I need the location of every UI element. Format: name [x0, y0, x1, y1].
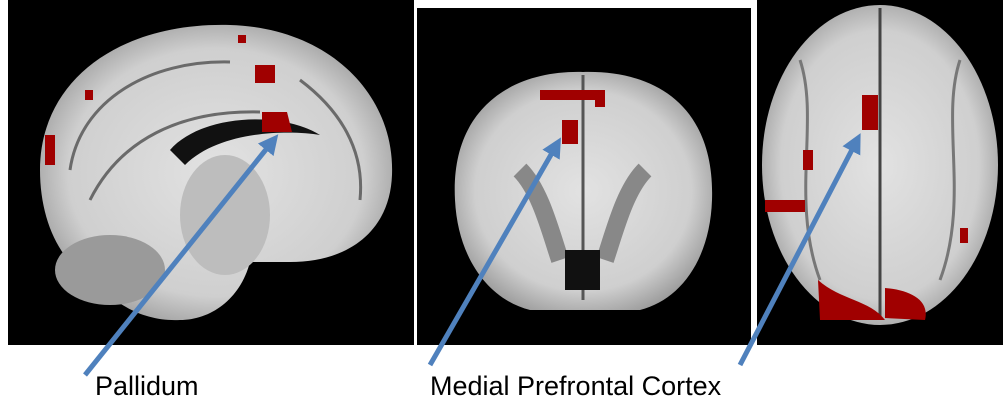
axial-panel: [757, 0, 1003, 345]
sagittal-panel: [8, 0, 414, 345]
figure: Pallidum Medial Prefrontal Cortex: [0, 0, 1003, 411]
label-pallidum: Pallidum: [95, 371, 199, 401]
coronal-panel: [417, 8, 751, 345]
label-mpfc: Medial Prefrontal Cortex: [430, 371, 722, 401]
